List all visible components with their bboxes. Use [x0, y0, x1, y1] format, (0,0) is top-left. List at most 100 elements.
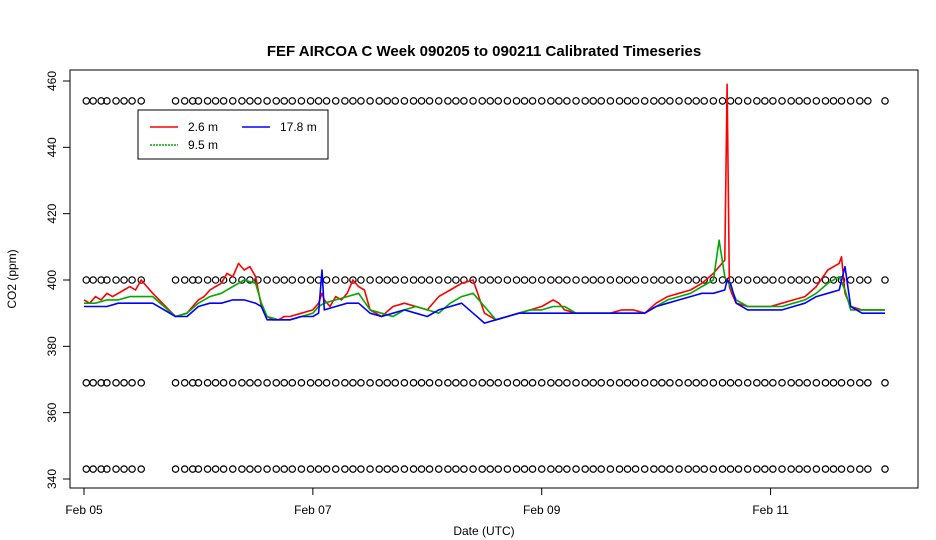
- calibration-point: [856, 379, 864, 387]
- calibration-point: [188, 465, 197, 473]
- calibration-point: [829, 276, 838, 284]
- calibration-point: [306, 97, 315, 105]
- plot-frame: [69, 69, 919, 489]
- calibration-point: [112, 379, 120, 387]
- calibration-point: [120, 276, 128, 284]
- calibration-point: [417, 379, 426, 387]
- calibration-point: [469, 276, 477, 284]
- series-line-2-6-m: [83, 83, 885, 321]
- calibration-point: [778, 379, 786, 387]
- calibration-point: [520, 97, 529, 105]
- calibration-point: [837, 465, 846, 473]
- calibration-point: [288, 379, 297, 387]
- calibration-point: [555, 379, 563, 387]
- calibration-point: [180, 97, 189, 105]
- calibration-point: [434, 276, 443, 284]
- calibration-point: [821, 276, 830, 284]
- x-tick-label: Feb 05: [65, 503, 103, 517]
- calibration-point: [322, 379, 331, 387]
- calibration-point: [171, 379, 180, 387]
- calibration-point: [650, 465, 658, 473]
- calibration-point: [103, 465, 111, 473]
- calibration-point: [631, 276, 640, 284]
- calibration-point: [572, 97, 580, 105]
- calibration-point: [726, 465, 735, 473]
- calibration-point: [658, 97, 666, 105]
- calibration-point: [82, 276, 91, 284]
- calibration-point: [297, 379, 306, 387]
- calibration-point: [357, 465, 365, 473]
- calibration-point: [563, 276, 571, 284]
- calibration-point: [606, 97, 615, 105]
- calibration-point: [228, 379, 237, 387]
- calibration-point: [769, 379, 777, 387]
- calibration-point: [623, 97, 632, 105]
- calibration-point: [469, 379, 477, 387]
- calibration-point: [357, 276, 365, 284]
- calibration-point: [881, 379, 889, 387]
- y-tick-label: 340: [45, 469, 59, 489]
- calibration-point: [709, 97, 718, 105]
- calibration-point: [383, 97, 392, 105]
- calibration-point: [97, 276, 105, 284]
- calibration-point: [460, 97, 468, 105]
- calibration-point: [263, 379, 271, 387]
- calibration-point: [288, 465, 297, 473]
- calibration-point: [194, 276, 203, 284]
- calibration-point: [778, 276, 786, 284]
- calibration-point: [658, 276, 666, 284]
- calibration-point: [640, 465, 649, 473]
- calibration-point: [306, 276, 315, 284]
- calibration-point: [120, 465, 128, 473]
- calibration-point: [761, 379, 769, 387]
- x-tick-label: Feb 09: [523, 503, 561, 517]
- calibration-point: [572, 276, 580, 284]
- calibration-point: [846, 97, 855, 105]
- calibration-point: [803, 276, 811, 284]
- calibration-point: [211, 465, 220, 473]
- calibration-point: [864, 276, 872, 284]
- calibration-point: [486, 276, 495, 284]
- calibration-point: [409, 465, 418, 473]
- calibration-point: [563, 465, 571, 473]
- calibration-point: [615, 97, 624, 105]
- plot-area: Feb 05 Feb 07 Feb 09 Feb 11 340 360 380 400 420…: [45, 69, 919, 517]
- calibration-point: [452, 379, 460, 387]
- calibration-point: [761, 465, 769, 473]
- calibration-point: [795, 97, 803, 105]
- calibration-point: [120, 379, 128, 387]
- calibration-point: [366, 97, 374, 105]
- calibration-point: [171, 276, 180, 284]
- calibration-point: [246, 465, 254, 473]
- calibration-point: [486, 379, 495, 387]
- calibration-point: [366, 276, 374, 284]
- calibration-point: [391, 276, 400, 284]
- calibration-point: [494, 379, 503, 387]
- calibration-point: [864, 379, 872, 387]
- calibration-point: [314, 97, 323, 105]
- calibration-point: [314, 379, 323, 387]
- series-layer: [83, 83, 885, 324]
- calibration-point: [409, 379, 418, 387]
- x-axis: Feb 05 Feb 07 Feb 09 Feb 11: [65, 488, 789, 517]
- calibration-point: [460, 465, 468, 473]
- calibration-point: [375, 379, 384, 387]
- calibration-point: [203, 379, 212, 387]
- calibration-point: [425, 465, 434, 473]
- calibration-point: [528, 465, 537, 473]
- calibration-point: [357, 379, 365, 387]
- calibration-point: [563, 379, 571, 387]
- calibration-point: [658, 465, 666, 473]
- calibration-point: [666, 379, 674, 387]
- calibration-point: [341, 465, 349, 473]
- calibration-point: [623, 465, 632, 473]
- calibration-point: [180, 276, 189, 284]
- calibration-point: [478, 465, 487, 473]
- calibration-point: [228, 97, 237, 105]
- calibration-point: [288, 97, 297, 105]
- calibration-point: [331, 379, 340, 387]
- calibration-point: [297, 276, 306, 284]
- calibration-point: [211, 97, 220, 105]
- calibration-point: [512, 97, 521, 105]
- calibration-point: [137, 97, 146, 105]
